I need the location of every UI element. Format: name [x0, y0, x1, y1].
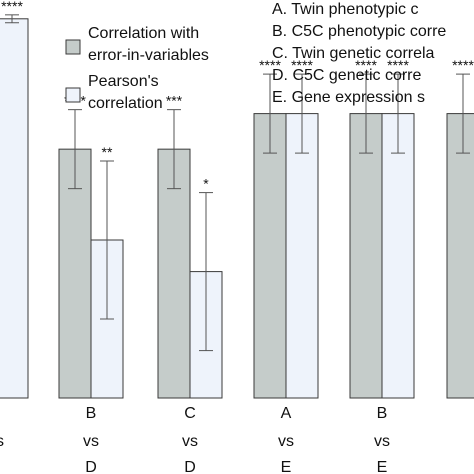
bars-layer: ********************************** — [0, 0, 474, 399]
bar-pearson-4 — [381, 113, 415, 399]
legend-label-1-1: correlation — [88, 95, 163, 112]
x-tick-label-4-0: B — [377, 405, 388, 422]
key-entry-1: B. C5C phenotypic corre — [272, 23, 446, 40]
comparison-key: A. Twin phenotypic c B. C5C phenotypic co… — [272, 1, 446, 106]
x-tick-label-3-2: E — [281, 459, 292, 474]
significance-label-0-5: **** — [452, 57, 474, 73]
key-entry-3: D. C5C genetic corre — [272, 67, 421, 84]
x-tick-label-4-1: vs — [374, 433, 390, 450]
significance-label-1-2: * — [203, 176, 209, 192]
legend: Correlation with error-in-variables Pearso… — [65, 25, 209, 112]
x-tick-label-2-1: vs — [182, 433, 198, 450]
significance-label-1-3: **** — [291, 57, 313, 73]
x-tick-label-3-1: vs — [278, 433, 294, 450]
x-tick-label-1-1: vs — [83, 433, 99, 450]
bar-correlation-eiv-3 — [253, 113, 287, 399]
key-entry-0: A. Twin phenotypic c — [272, 1, 418, 18]
x-tick-label-4-2: E — [377, 459, 388, 474]
key-entry-4: E. Gene expression s — [272, 89, 425, 106]
legend-swatch-0 — [65, 39, 81, 55]
significance-label-1-4: **** — [387, 57, 409, 73]
legend-label-0-1: error-in-variables — [88, 47, 209, 64]
bar-correlation-eiv-5 — [446, 113, 474, 399]
significance-label-1-1: ** — [102, 144, 113, 160]
significance-label-1-0: **** — [1, 0, 23, 14]
bar-pearson-3 — [285, 113, 319, 399]
legend-label-1-0: Pearson's — [88, 73, 159, 90]
x-tick-label-1-2: D — [85, 459, 97, 474]
significance-label-0-4: **** — [355, 57, 377, 73]
significance-label-0-3: **** — [259, 57, 281, 73]
x-tick-label-3-0: A — [281, 405, 292, 422]
x-tick-label-2-0: C — [184, 405, 196, 422]
bar-pearson-0 — [0, 18, 29, 399]
legend-label-0-0: Correlation with — [88, 25, 199, 42]
x-axis-labels: vsBvsDCvsDAvsEBvsEv — [0, 405, 390, 474]
x-tick-label-1-0: B — [86, 405, 97, 422]
key-entry-2: C. Twin genetic correla — [272, 45, 435, 62]
x-tick-label-2-2: D — [184, 459, 196, 474]
x-tick-label-0-1: vs — [0, 433, 4, 450]
significance-label-0-2: *** — [166, 93, 183, 109]
bar-correlation-eiv-4 — [349, 113, 383, 399]
legend-swatch-1 — [65, 87, 81, 103]
